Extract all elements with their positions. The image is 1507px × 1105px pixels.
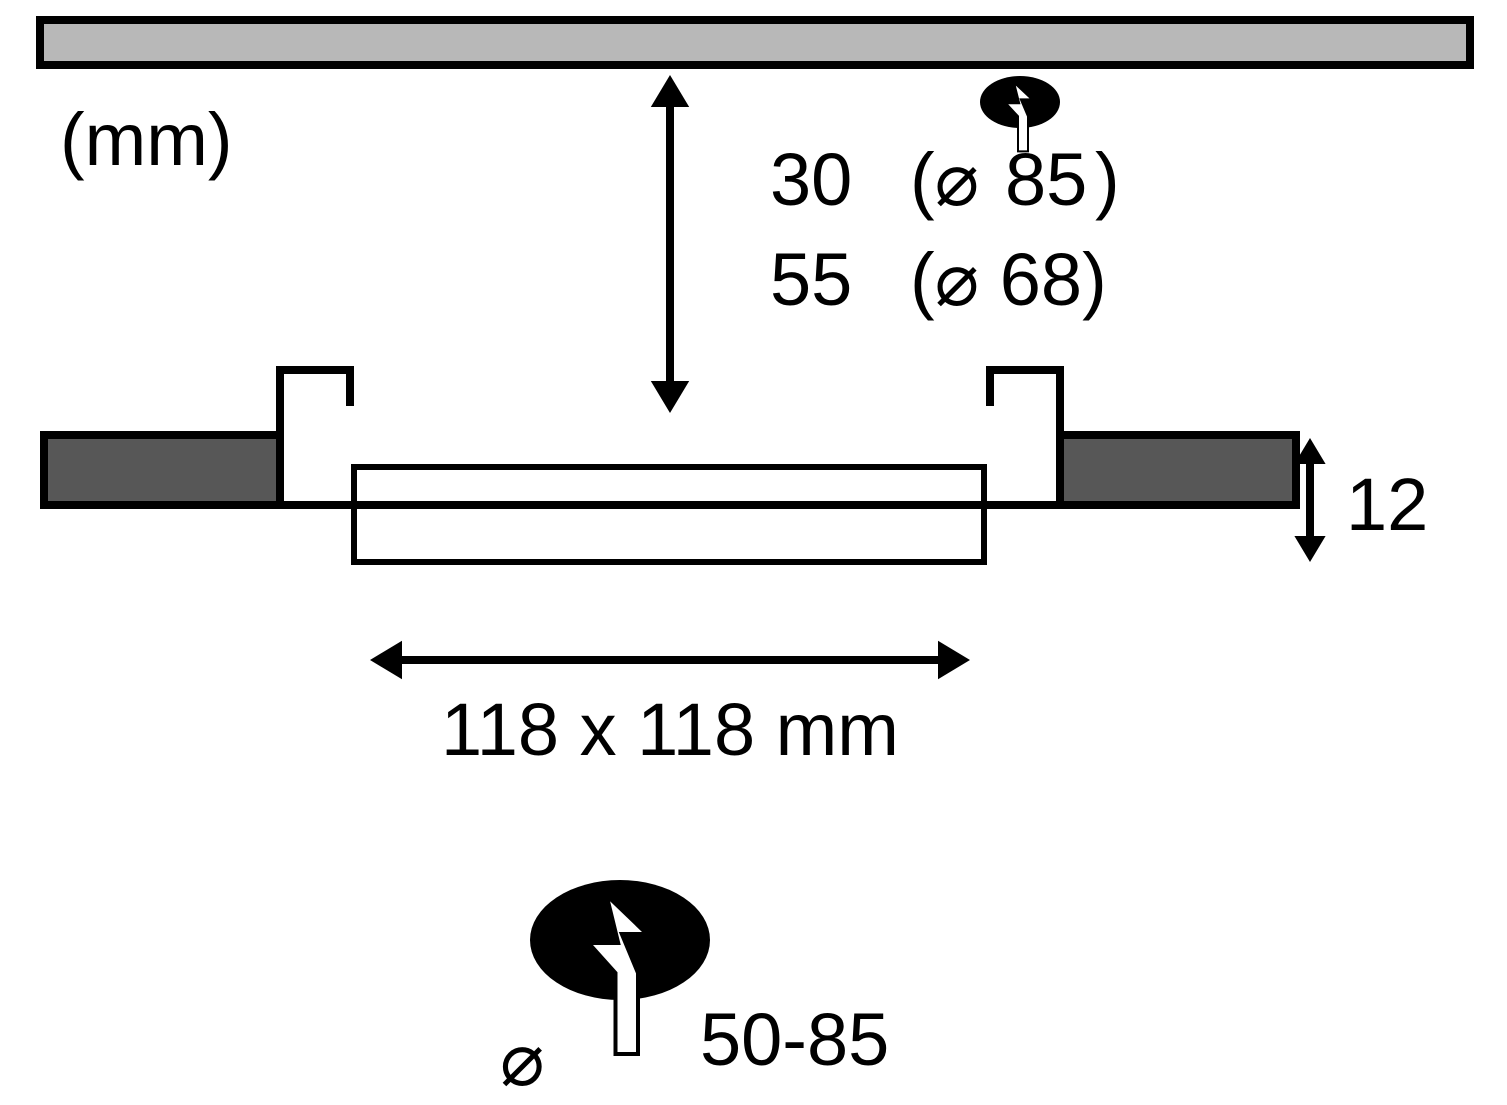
hole-range-label: 50-85	[700, 998, 889, 1081]
depth2-value: 55	[770, 238, 852, 321]
depth1-dia-close: )	[1095, 138, 1120, 221]
unit-label: (mm)	[60, 98, 233, 181]
hole-dia-symbol: ⌀	[500, 1018, 545, 1100]
depth1-value: 30	[770, 138, 852, 221]
arrowhead	[651, 75, 689, 107]
thickness-value: 12	[1346, 463, 1428, 546]
depth2-dia: (⌀ 68)	[910, 238, 1107, 321]
depth1-dia-open: (⌀	[910, 138, 979, 221]
clip-left	[280, 370, 350, 450]
bolt-icon-big	[530, 880, 710, 1054]
slab-right	[1060, 435, 1296, 505]
panel-body	[354, 467, 984, 562]
arrowhead	[651, 381, 689, 413]
arrowhead	[938, 641, 970, 679]
ceiling-bar	[40, 20, 1470, 65]
depth1-dia: 85	[1005, 138, 1087, 221]
slab-left	[44, 435, 280, 505]
footprint-label: 118 x 118 mm	[441, 688, 899, 771]
arrowhead	[1294, 536, 1325, 562]
clip-right	[990, 370, 1060, 450]
arrowhead	[370, 641, 402, 679]
